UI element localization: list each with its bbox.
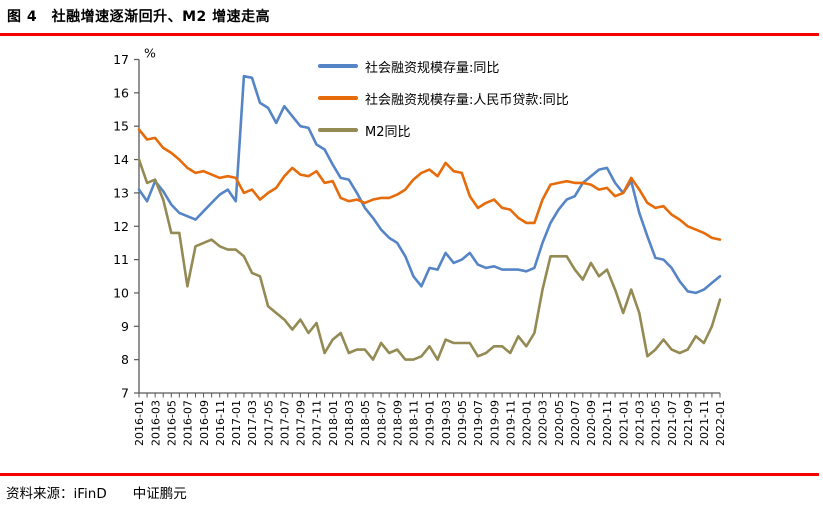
legend-item-shrong: 社会融资规模存量:同比: [318, 56, 569, 76]
x-axis-label: 2020-05: [553, 400, 566, 446]
y-axis-label: 17: [113, 52, 129, 67]
legend-label: 社会融资规模存量:人民币贷款:同比: [365, 92, 569, 108]
x-axis-label: 2021-11: [698, 400, 711, 446]
data-line-series-2: [137, 158, 722, 361]
x-axis-label: 2016-01: [133, 400, 146, 446]
x-axis-label: 2019-09: [488, 400, 501, 446]
y-axis-label: 7: [121, 386, 129, 401]
x-axis-label: 2019-11: [504, 400, 517, 446]
chart-legend: 社会融资规模存量:同比 社会融资规模存量:人民币贷款:同比 M2同比: [318, 56, 569, 140]
x-axis-label: 2017-01: [230, 400, 243, 446]
x-axis-label: 2016-11: [214, 400, 227, 446]
brand-label: 中证鹏元: [132, 486, 187, 502]
y-axis-label: 14: [113, 152, 129, 167]
x-axis-label: 2018-05: [359, 400, 372, 446]
x-axis-label: 2016-09: [198, 400, 211, 446]
x-axis-label: 2017-11: [311, 400, 324, 446]
source-footer: 资料来源：iFinD 中证鹏元: [6, 482, 187, 502]
legend-item-m2: M2同比: [318, 120, 569, 140]
x-axis-label: 2019-01: [424, 400, 437, 446]
x-axis-label: 2019-03: [440, 400, 453, 446]
x-axis-label: 2021-07: [666, 400, 679, 446]
legend-item-rmb-loans: 社会融资规模存量:人民币贷款:同比: [318, 88, 569, 108]
x-axis-label: 2021-03: [634, 400, 647, 446]
x-axis-label: 2017-03: [246, 400, 259, 446]
y-axis-label: 16: [113, 85, 129, 100]
y-axis-label: 13: [113, 185, 129, 200]
footer-top-rule: [0, 473, 819, 476]
legend-line-swatch-orange: [318, 96, 358, 100]
y-axis-label: 9: [121, 319, 129, 334]
legend-line-swatch-olive: [318, 128, 358, 132]
x-axis-label: 2018-09: [391, 400, 404, 446]
x-axis-label: 2019-05: [456, 400, 469, 446]
x-axis-label: 2021-01: [617, 400, 630, 446]
y-axis-unit-label: %: [144, 46, 156, 61]
x-axis-label: 2018-07: [375, 400, 388, 446]
x-axis-label: 2017-07: [278, 400, 291, 446]
legend-line-swatch-blue: [318, 64, 358, 68]
x-axis-label: 2020-01: [521, 400, 534, 446]
x-axis-label: 2017-05: [262, 400, 275, 446]
x-axis-label: 2020-03: [537, 400, 550, 446]
y-axis-label: 15: [113, 119, 129, 134]
y-axis-label: 10: [113, 285, 129, 300]
x-axis-label: 2017-09: [295, 400, 308, 446]
legend-label: 社会融资规模存量:同比: [365, 60, 500, 76]
x-axis-label: 2021-05: [650, 400, 663, 446]
x-axis-label: 2020-07: [569, 400, 582, 446]
x-axis-label: 2020-09: [585, 400, 598, 446]
y-axis-label: 8: [121, 352, 129, 367]
legend-label: M2同比: [365, 124, 411, 140]
figure-title: 图 4 社融增速逐渐回升、M2 增速走高: [7, 9, 271, 25]
x-axis-label: 2019-07: [472, 400, 485, 446]
x-axis-label: 2016-05: [165, 400, 178, 446]
data-source-label: 资料来源：iFinD: [6, 486, 107, 502]
x-axis-label: 2018-01: [327, 400, 340, 446]
x-axis-label: 2018-03: [343, 400, 356, 446]
data-line-series-1: [137, 128, 722, 241]
x-axis-label: 2022-01: [714, 400, 727, 446]
x-axis-label: 2018-11: [408, 400, 421, 446]
x-axis-label: 2016-03: [149, 400, 162, 446]
y-axis-label: 12: [113, 219, 129, 234]
x-axis-label: 2020-11: [601, 400, 614, 446]
title-underline-rule: [0, 33, 819, 36]
x-axis-label: 2021-09: [682, 400, 695, 446]
y-axis-label: 11: [113, 252, 129, 267]
x-axis-label: 2016-07: [182, 400, 195, 446]
